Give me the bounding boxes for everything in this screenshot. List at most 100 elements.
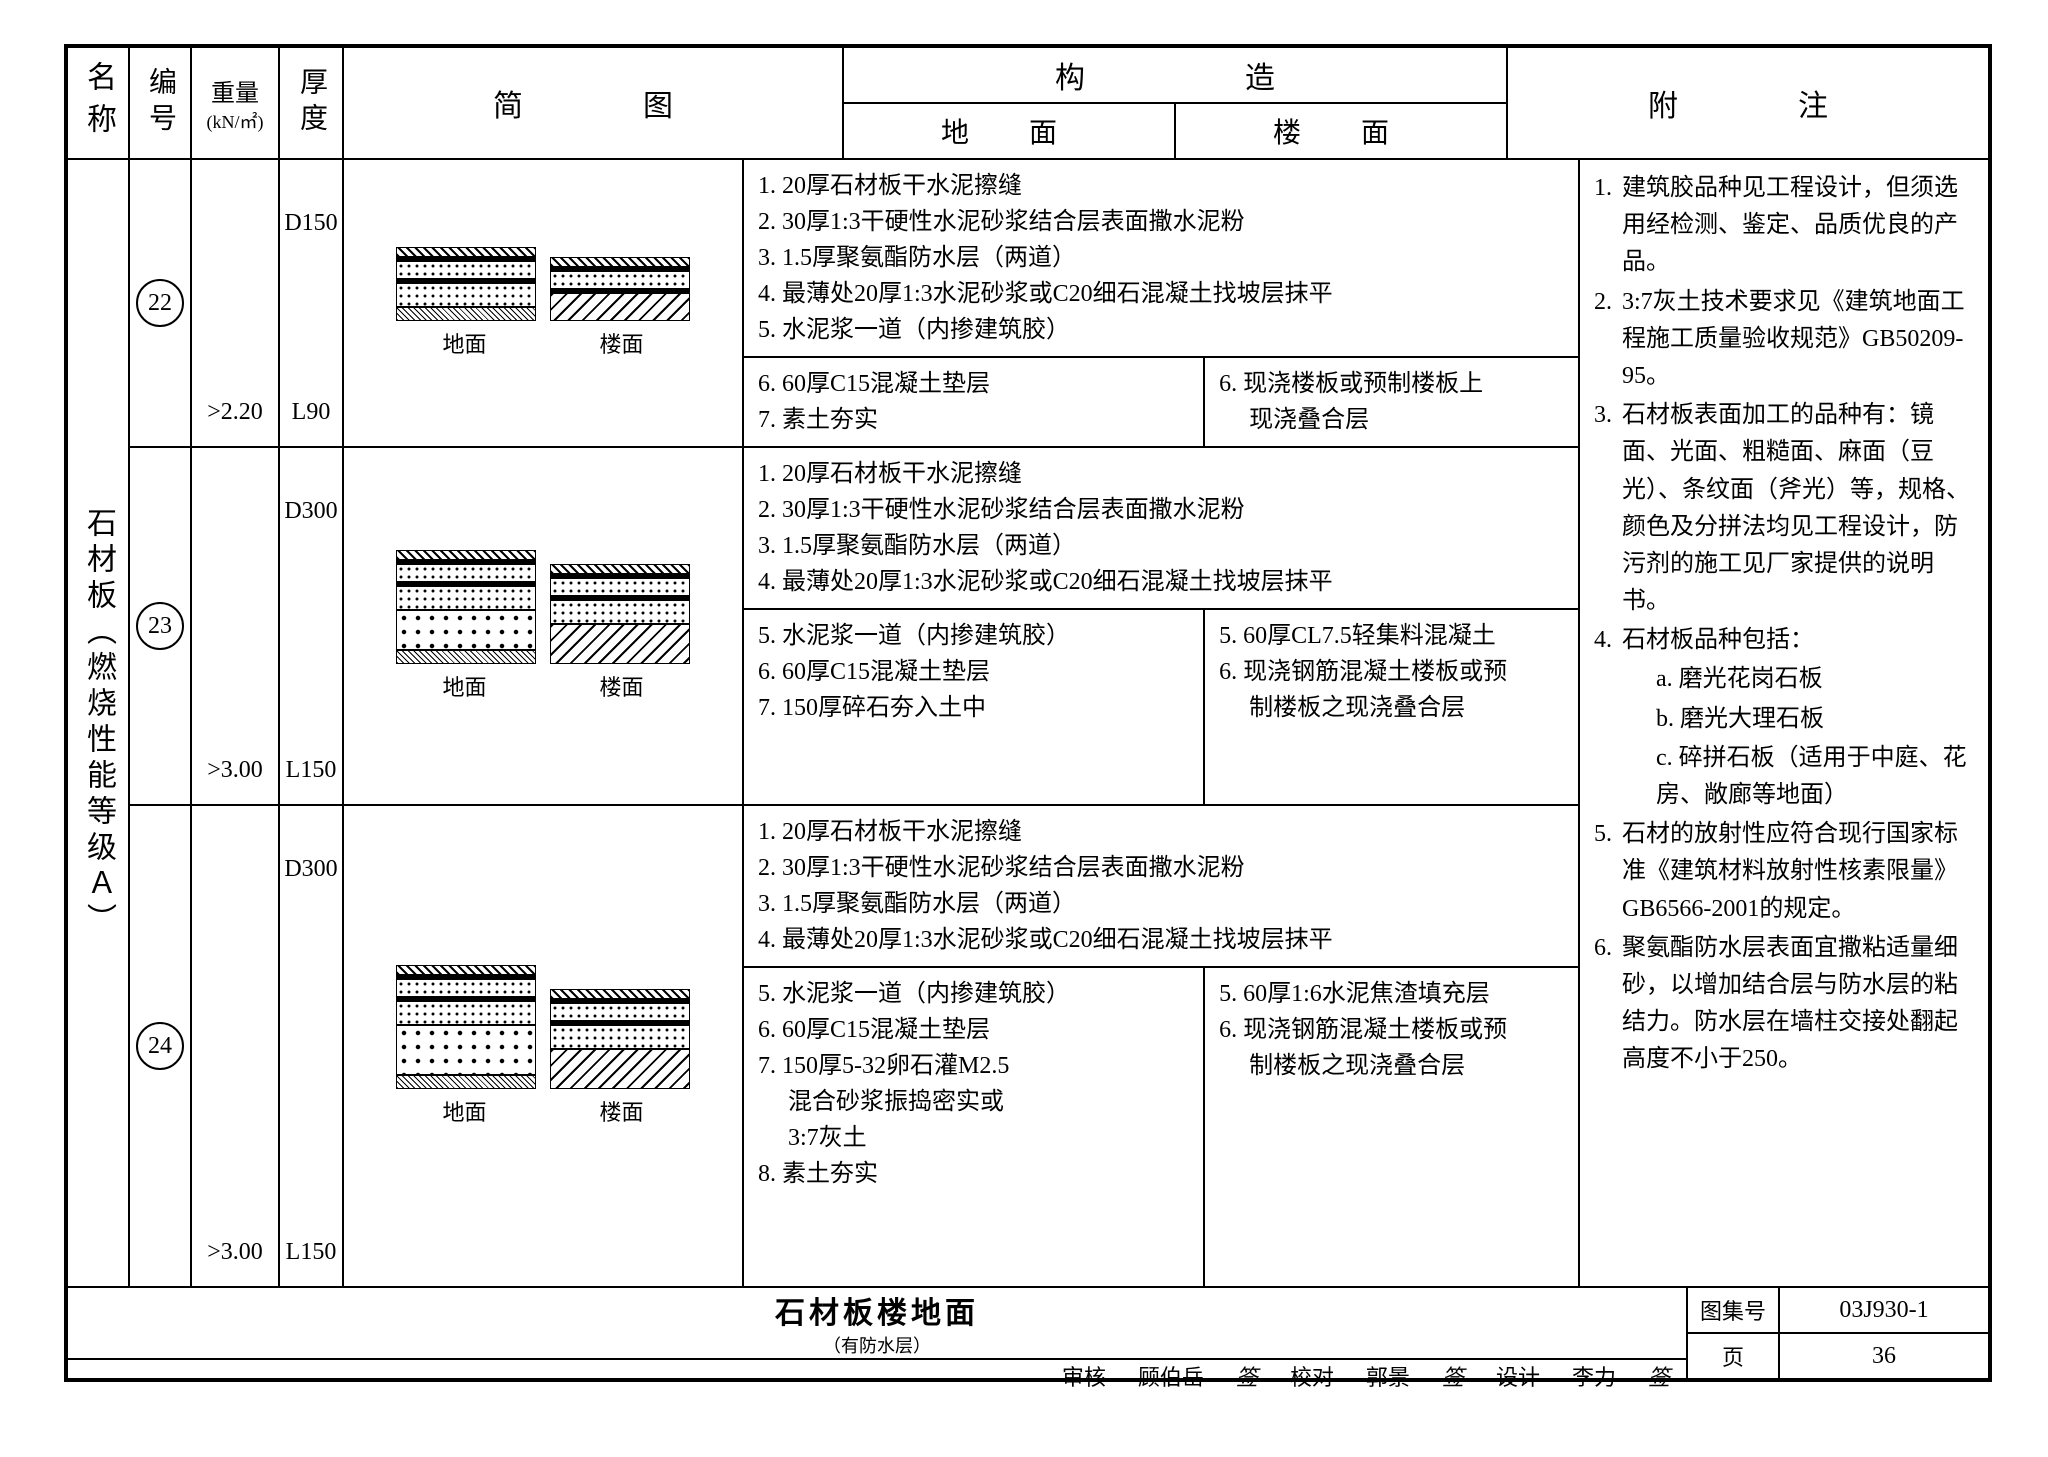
row-23-wt: >3.00 bbox=[192, 448, 280, 804]
hdr-name-text: 名称 bbox=[76, 61, 120, 145]
row-24-wt-val: >3.00 bbox=[192, 1061, 278, 1286]
r23g0: 5. 水泥浆一道（内掺建筑胶） bbox=[758, 618, 1189, 654]
hdr-thickness: 厚度 bbox=[280, 48, 344, 158]
hdr-number-text: 编号 bbox=[140, 67, 180, 139]
note-text: 建筑胶品种见工程设计，但须选用经检测、鉴定、品质优良的产品。 bbox=[1622, 170, 1974, 282]
r22s0: 1. 20厚石材板干水泥擦缝 bbox=[758, 168, 1564, 204]
note-text: c. 碎拼石板（适用于中庭、花房、敞廊等地面） bbox=[1656, 740, 1974, 814]
main-row: 名称 石材板（燃烧性能等级Ａ） 编号 重量 (kN/㎡) 厚度 简图 bbox=[68, 48, 1988, 1286]
sch-22-lab-l: 地面 bbox=[442, 327, 486, 359]
note-text: 石材板表面加工的品种有：镜面、光面、粗糙面、麻面（豆光）、条纹面（斧光）等，规格… bbox=[1622, 397, 1974, 620]
note-number bbox=[1628, 740, 1656, 814]
r24g1: 6. 60厚C15混凝土垫层 bbox=[758, 1012, 1189, 1048]
row-22-thk-top: D150 bbox=[280, 160, 342, 318]
sch-23-floor bbox=[550, 564, 690, 664]
row-24-thk: D300L150 bbox=[280, 806, 344, 1286]
note-text: 3:7灰土技术要求见《建筑地面工程施工质量验收规范》GB50209-95。 bbox=[1622, 284, 1974, 396]
row-24-split: 5. 水泥浆一道（内掺建筑胶） 6. 60厚C15混凝土垫层 7. 150厚5-… bbox=[744, 968, 1578, 1286]
r24s2: 3. 1.5厚聚氨酯防水层（两道） bbox=[758, 886, 1564, 922]
r24g2: 7. 150厚5-32卵石灌M2.5 bbox=[758, 1048, 1189, 1084]
note-text: 石材的放射性应符合现行国家标准《建筑材料放射性核素限量》GB6566-2001的… bbox=[1622, 816, 1974, 928]
check-name: 郭景 bbox=[1350, 1360, 1426, 1392]
hdr-weight: 重量 (kN/㎡) bbox=[192, 48, 280, 158]
hdr-cons-top: 构造 bbox=[844, 48, 1506, 104]
note-text: 聚氨酯防水层表面宜撒粘适量细砂，以增加结合层与防水层的粘结力。防水层在墙柱交接处… bbox=[1622, 930, 1974, 1079]
row-24-shared: 1. 20厚石材板干水泥擦缝 2. 30厚1:3干硬性水泥砂浆结合层表面撒水泥粉… bbox=[744, 806, 1578, 968]
hdr-floor-text: 楼面 bbox=[1273, 111, 1449, 151]
hdr-ground: 地面 bbox=[844, 104, 1176, 158]
r24s1: 2. 30厚1:3干硬性水泥砂浆结合层表面撒水泥粉 bbox=[758, 850, 1564, 886]
r24g3: 混合砂浆振捣密实或 bbox=[758, 1084, 1189, 1120]
footer-title: 石材板楼地面 bbox=[775, 1288, 979, 1332]
footer-left: 石材板楼地面 （有防水层） 审核 顾伯岳 签 校对 郭景 签 设计 李力 签 bbox=[68, 1288, 1686, 1378]
schematic-22: 地面 楼面 bbox=[373, 247, 713, 359]
sch-22-ground bbox=[396, 247, 536, 321]
row-23-diagram: 地面 楼面 bbox=[344, 448, 744, 804]
r23g1: 6. 60厚C15混凝土垫层 bbox=[758, 654, 1189, 690]
r23g2: 7. 150厚碎石夯入土中 bbox=[758, 690, 1189, 726]
check-label: 校对 bbox=[1274, 1360, 1350, 1392]
row-22-floor: 6. 现浇楼板或预制楼板上 现浇叠合层 bbox=[1205, 358, 1578, 446]
row-24-floor: 5. 60厚1:6水泥焦渣填充层 6. 现浇钢筋混凝土楼板或预 制楼板之现浇叠合… bbox=[1205, 968, 1578, 1286]
row-24-num: 24 bbox=[130, 806, 192, 1286]
row-22-thk: D150L90 bbox=[280, 160, 344, 446]
row-23-thk-bot: L150 bbox=[280, 641, 342, 804]
sch-22-floor bbox=[550, 257, 690, 321]
note-item: 2.3:7灰土技术要求见《建筑地面工程施工质量验收规范》GB50209-95。 bbox=[1594, 284, 1974, 396]
r22s3: 4. 最薄处20厚1:3水泥砂浆或C20细石混凝土找坡层抹平 bbox=[758, 276, 1564, 312]
r24f2: 制楼板之现浇叠合层 bbox=[1219, 1048, 1564, 1084]
review-label: 审核 bbox=[1046, 1360, 1122, 1392]
note-item: 3.石材板表面加工的品种有：镜面、光面、粗糙面、麻面（豆光）、条纹面（斧光）等，… bbox=[1594, 397, 1974, 620]
body-area: 22 >2.20 D150L90 bbox=[130, 160, 1988, 1286]
set-value: 03J930-1 bbox=[1780, 1288, 1988, 1332]
note-number: 6. bbox=[1594, 930, 1622, 1079]
review-name: 顾伯岳 bbox=[1122, 1360, 1220, 1392]
row-24-thk-bot: L150 bbox=[280, 1061, 342, 1286]
design-sig: 签 bbox=[1632, 1360, 1686, 1392]
hdr-thickness-text: 厚度 bbox=[291, 67, 331, 139]
footer-set: 图集号 03J930-1 bbox=[1688, 1288, 1988, 1334]
hdr-notes: 附注 bbox=[1508, 48, 1988, 158]
row-24-thk-top: D300 bbox=[280, 806, 342, 1061]
sch-23-lab-l: 地面 bbox=[442, 670, 486, 702]
name-vertical: 石材板（燃烧性能等级Ａ） bbox=[76, 507, 120, 939]
note-item: c. 碎拼石板（适用于中庭、花房、敞廊等地面） bbox=[1594, 740, 1974, 814]
r24g4: 3:7灰土 bbox=[758, 1120, 1189, 1156]
name-body: 石材板（燃烧性能等级Ａ） bbox=[68, 160, 128, 1286]
row-23-wt-val: >3.00 bbox=[192, 641, 278, 804]
r24g0: 5. 水泥浆一道（内掺建筑胶） bbox=[758, 976, 1189, 1012]
sch-24-floor bbox=[550, 989, 690, 1089]
note-item: 4.石材板品种包括： bbox=[1594, 622, 1974, 659]
r22s1: 2. 30厚1:3干硬性水泥砂浆结合层表面撒水泥粉 bbox=[758, 204, 1564, 240]
hdr-weight-l1: 重量 bbox=[211, 73, 259, 108]
row-22-wt: >2.20 bbox=[192, 160, 280, 446]
note-number: 5. bbox=[1594, 816, 1622, 928]
r24s0: 1. 20厚石材板干水泥擦缝 bbox=[758, 814, 1564, 850]
footer: 石材板楼地面 （有防水层） 审核 顾伯岳 签 校对 郭景 签 设计 李力 签 bbox=[68, 1286, 1988, 1378]
r23f1: 6. 现浇钢筋混凝土楼板或预 bbox=[1219, 654, 1564, 690]
note-item: 6.聚氨酯防水层表面宜撒粘适量细砂，以增加结合层与防水层的粘结力。防水层在墙柱交… bbox=[1594, 930, 1974, 1079]
r24f0: 5. 60厚1:6水泥焦渣填充层 bbox=[1219, 976, 1564, 1012]
note-item: a. 磨光花岗石板 bbox=[1594, 661, 1974, 698]
note-item: 1.建筑胶品种见工程设计，但须选用经检测、鉴定、品质优良的产品。 bbox=[1594, 170, 1974, 282]
footer-sign: 审核 顾伯岳 签 校对 郭景 签 设计 李力 签 bbox=[68, 1360, 1686, 1392]
hdr-notes-text: 附注 bbox=[1648, 81, 1948, 125]
note-text: 石材板品种包括： bbox=[1622, 622, 1814, 659]
hdr-weight-l2: (kN/㎡) bbox=[207, 108, 264, 134]
schematic-23: 地面 楼面 bbox=[373, 550, 713, 702]
r23s0: 1. 20厚石材板干水泥擦缝 bbox=[758, 456, 1564, 492]
row-23-thk: D300L150 bbox=[280, 448, 344, 804]
sch-23-lab-r: 楼面 bbox=[599, 670, 643, 702]
row-24-cons: 1. 20厚石材板干水泥擦缝 2. 30厚1:3干硬性水泥砂浆结合层表面撒水泥粉… bbox=[744, 806, 1578, 1286]
r22g0: 6. 60厚C15混凝土垫层 bbox=[758, 366, 1189, 402]
row-23-floor: 5. 60厚CL7.5轻集料混凝土 6. 现浇钢筋混凝土楼板或预 制楼板之现浇叠… bbox=[1205, 610, 1578, 804]
row-23-split: 5. 水泥浆一道（内掺建筑胶） 6. 60厚C15混凝土垫层 7. 150厚碎石… bbox=[744, 610, 1578, 804]
circled-number: 23 bbox=[136, 602, 184, 650]
sch-22-lab-r: 楼面 bbox=[599, 327, 643, 359]
note-item: 5.石材的放射性应符合现行国家标准《建筑材料放射性核素限量》GB6566-200… bbox=[1594, 816, 1974, 928]
row-24-ground: 5. 水泥浆一道（内掺建筑胶） 6. 60厚C15混凝土垫层 7. 150厚5-… bbox=[744, 968, 1205, 1286]
table-header: 编号 重量 (kN/㎡) 厚度 简图 构造 地面 楼面 附注 bbox=[130, 48, 1988, 160]
r23s2: 3. 1.5厚聚氨酯防水层（两道） bbox=[758, 528, 1564, 564]
note-number bbox=[1628, 701, 1656, 738]
outer-frame: 名称 石材板（燃烧性能等级Ａ） 编号 重量 (kN/㎡) 厚度 简图 bbox=[64, 44, 1992, 1382]
